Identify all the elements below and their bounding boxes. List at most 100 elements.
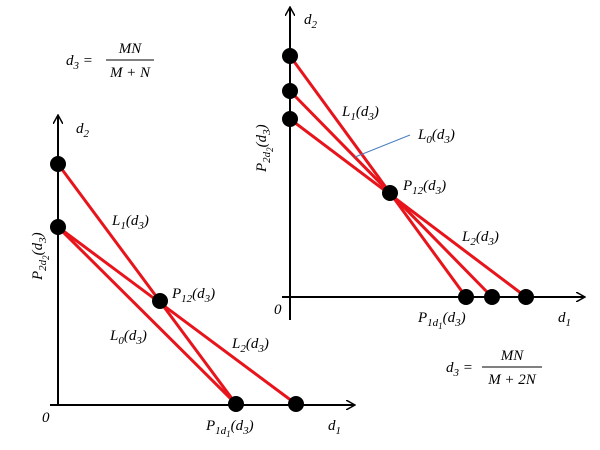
axis-label: d2 bbox=[304, 12, 318, 31]
text: P bbox=[254, 163, 270, 173]
points bbox=[282, 48, 534, 305]
text: d bbox=[558, 310, 566, 326]
formula-lhs: d3 = bbox=[66, 53, 93, 72]
subscript: 3 bbox=[367, 111, 374, 123]
subscript: 3 bbox=[453, 367, 460, 379]
subscript: 3 bbox=[443, 134, 450, 146]
text: L bbox=[111, 213, 120, 229]
text: ) bbox=[460, 310, 466, 326]
axis-label: d1 bbox=[328, 418, 341, 437]
text: = bbox=[459, 360, 473, 376]
line-label: L1(d3) bbox=[111, 213, 149, 232]
text: (d bbox=[476, 229, 489, 245]
text: = bbox=[79, 53, 93, 69]
text: P bbox=[402, 178, 412, 194]
subscript: 1 bbox=[438, 321, 443, 331]
subscript: 3 bbox=[73, 60, 80, 72]
numerator: MN bbox=[118, 41, 142, 57]
subscript: 12 bbox=[412, 185, 424, 197]
text: L bbox=[417, 127, 426, 143]
subscript: 1 bbox=[226, 429, 231, 439]
subscript: 3 bbox=[487, 236, 494, 248]
point-label: P12(d3) bbox=[402, 178, 446, 197]
subscript: 1d bbox=[215, 425, 227, 437]
line bbox=[57, 225, 297, 406]
point-label: P2d2(d3) bbox=[254, 124, 275, 173]
subscript: 2 bbox=[265, 147, 275, 152]
right-diagram: d3 = MN M + 2N d2 d1 0 P2d2(d3) P1d1(d3)… bbox=[254, 8, 584, 388]
denominator: M + 2N bbox=[487, 372, 537, 388]
text: (d bbox=[231, 418, 244, 434]
text: ) bbox=[449, 127, 455, 143]
subscript: 1d bbox=[427, 317, 439, 329]
point-label: P1d1(d3) bbox=[417, 310, 466, 331]
subscript: 12 bbox=[181, 293, 193, 305]
text: L bbox=[341, 104, 350, 120]
formula-lhs: d3 = bbox=[446, 360, 473, 379]
subscript: 2 bbox=[470, 236, 476, 248]
text: ) bbox=[209, 286, 215, 302]
origin-label: 0 bbox=[42, 410, 50, 426]
line bbox=[289, 117, 527, 299]
text: ) bbox=[141, 328, 147, 344]
subscript: 3 bbox=[204, 293, 211, 305]
text: (d bbox=[443, 310, 456, 326]
axis-label: d2 bbox=[76, 121, 90, 140]
subscript: 3 bbox=[137, 220, 144, 232]
text: ) bbox=[30, 232, 46, 238]
points bbox=[50, 156, 304, 412]
subscript: 3 bbox=[242, 425, 249, 437]
numerator: MN bbox=[500, 348, 524, 364]
subscript: 2d bbox=[37, 259, 49, 271]
line bbox=[56, 163, 238, 405]
text: L bbox=[109, 328, 118, 344]
text: d bbox=[66, 53, 74, 69]
text: ) bbox=[248, 418, 254, 434]
subscript: 2d bbox=[261, 151, 273, 163]
text: (d bbox=[254, 134, 270, 147]
left-diagram: d3 = MN M + N d2 d1 0 P2d2(d3) P1d1(d3) … bbox=[30, 41, 354, 439]
text: ) bbox=[263, 336, 269, 352]
point-label: P12(d3) bbox=[171, 286, 215, 305]
denominator: M + N bbox=[109, 65, 151, 81]
subscript: 1 bbox=[566, 317, 572, 329]
line-label: L2(d3) bbox=[231, 336, 269, 355]
subscript: 1 bbox=[336, 425, 342, 437]
axis-label: d1 bbox=[558, 310, 571, 329]
subscript: 1 bbox=[350, 111, 356, 123]
subscript: 0 bbox=[118, 335, 124, 347]
subscript: 3 bbox=[37, 237, 49, 244]
text: d bbox=[446, 360, 454, 376]
text: P bbox=[417, 310, 427, 326]
text: (d bbox=[124, 328, 137, 344]
line-label: L1(d3) bbox=[341, 104, 379, 123]
pointer bbox=[354, 134, 411, 158]
text: (d bbox=[356, 104, 369, 120]
subscript: 1 bbox=[120, 220, 126, 232]
text: P bbox=[171, 286, 181, 302]
text: L bbox=[461, 229, 470, 245]
subscript: 0 bbox=[426, 134, 432, 146]
text: P bbox=[30, 271, 46, 281]
text: ) bbox=[373, 104, 379, 120]
text: d bbox=[304, 12, 312, 28]
text: ) bbox=[493, 229, 499, 245]
line bbox=[56, 225, 238, 406]
subscript: 3 bbox=[261, 129, 273, 136]
text: (d bbox=[30, 242, 46, 255]
text: ) bbox=[440, 178, 446, 194]
text: d bbox=[328, 418, 336, 434]
point-label: P1d1(d3) bbox=[205, 418, 254, 439]
subscript: 3 bbox=[435, 185, 442, 197]
text: ) bbox=[143, 213, 149, 229]
text: (d bbox=[423, 178, 436, 194]
subscript: 2 bbox=[240, 343, 246, 355]
text: L bbox=[231, 336, 240, 352]
text: (d bbox=[126, 213, 139, 229]
subscript: 3 bbox=[135, 335, 142, 347]
text: (d bbox=[432, 127, 445, 143]
line-label: L0(d3) bbox=[109, 328, 147, 347]
line bbox=[288, 55, 468, 298]
origin-label: 0 bbox=[274, 302, 282, 318]
